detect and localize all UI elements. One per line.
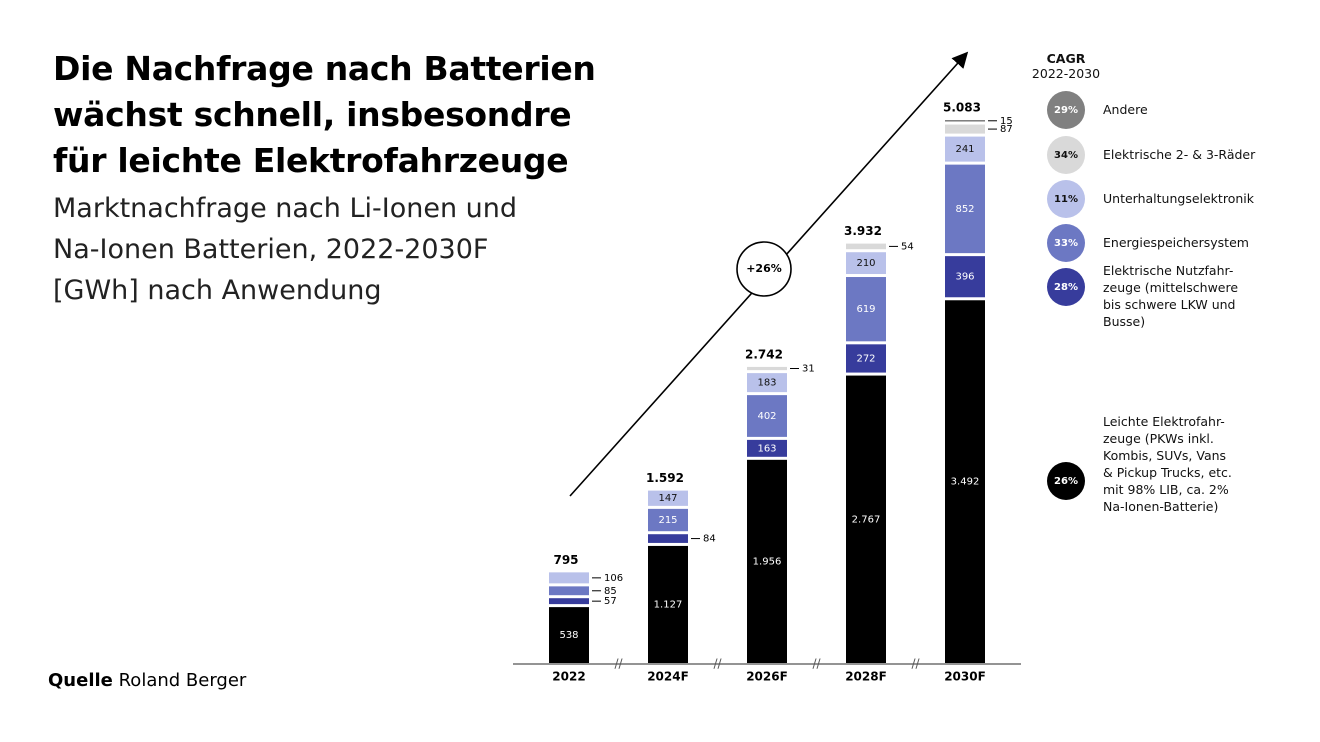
legend-cagr: 33% — [1054, 238, 1078, 249]
bar-segment — [549, 572, 589, 584]
data-label: 84 — [703, 534, 716, 545]
data-label: 15 — [1000, 116, 1013, 127]
legend-label: Elektrische 2- & 3-Räder — [1103, 147, 1256, 162]
bar-segment — [747, 439, 787, 457]
legend-cagr: 11% — [1054, 194, 1078, 205]
legend-swatch — [1047, 462, 1085, 500]
source: Quelle Roland Berger — [48, 670, 246, 691]
data-label: 241 — [955, 144, 974, 155]
axis-break: // — [614, 657, 623, 671]
data-label: 3.492 — [951, 477, 980, 488]
total-label: 795 — [553, 553, 578, 567]
bar-segment — [945, 136, 985, 162]
data-label: 1.127 — [654, 599, 683, 610]
legend-cagr: 34% — [1054, 150, 1078, 161]
total-label: 5.083 — [943, 101, 981, 115]
data-label: 852 — [955, 204, 974, 215]
bar-segment — [648, 545, 688, 663]
data-label: 31 — [802, 364, 815, 375]
bar-segment — [747, 459, 787, 663]
axis-break: // — [911, 657, 920, 671]
legend-cagr: 26% — [1054, 476, 1078, 487]
data-label: 106 — [604, 573, 623, 584]
bar-segment — [846, 243, 886, 250]
data-label: 619 — [856, 304, 875, 315]
x-tick-label: 2026F — [746, 670, 788, 684]
bar-segment — [846, 344, 886, 373]
legend-swatch — [1047, 91, 1085, 129]
data-label: 54 — [901, 241, 914, 252]
bar-segment — [549, 598, 589, 605]
legend-swatch — [1047, 224, 1085, 262]
data-label: 57 — [604, 596, 617, 607]
x-tick-label: 2024F — [647, 670, 689, 684]
x-tick-label: 2028F — [845, 670, 887, 684]
bar-segment — [747, 373, 787, 393]
x-tick-label: 2022 — [552, 670, 585, 684]
legend-title: CAGR — [1046, 51, 1086, 66]
legend-subtitle: 2022-2030 — [1031, 66, 1101, 81]
source-text: Roland Berger — [118, 670, 247, 691]
source-label: Quelle — [48, 670, 113, 691]
chart-subtitle: Marktnachfrage nach Li-Ionen und Na-Ione… — [53, 193, 518, 306]
bar-segment — [945, 300, 985, 663]
data-label: 2.767 — [852, 514, 881, 525]
legend-label: Andere — [1103, 102, 1148, 117]
annotation-circle — [736, 241, 792, 297]
legend-label: Elektrische Nutzfahr- zeuge (mittelschwe… — [1103, 263, 1239, 329]
data-label: 85 — [604, 586, 617, 597]
bar-segment — [945, 120, 985, 122]
bar-segment — [846, 375, 886, 663]
bar-segment — [549, 607, 589, 663]
data-label: 87 — [1000, 124, 1013, 135]
legend-cagr: 28% — [1054, 282, 1078, 293]
legend-label: Unterhaltungselektronik — [1103, 191, 1254, 206]
total-label: 3.932 — [844, 224, 882, 238]
data-label: 402 — [757, 411, 776, 422]
data-label: 396 — [955, 272, 974, 283]
bar-segment — [747, 395, 787, 437]
bar-segment — [945, 164, 985, 254]
bar-segment — [846, 277, 886, 342]
bar-segment — [747, 366, 787, 371]
bar-segment — [846, 252, 886, 275]
legend-swatch — [1047, 136, 1085, 174]
annotation: +26% — [746, 262, 782, 275]
bar-segment — [648, 490, 688, 506]
legend-label: Energiespeichersystem — [1103, 235, 1249, 250]
data-label: 215 — [658, 515, 677, 526]
data-label: 210 — [856, 258, 875, 269]
bar-segment — [549, 586, 589, 596]
total-label: 1.592 — [646, 471, 684, 485]
data-label: 183 — [757, 378, 776, 389]
data-label: 272 — [856, 353, 875, 364]
legend-swatch — [1047, 180, 1085, 218]
data-label: 538 — [559, 630, 578, 641]
axis-break: // — [713, 657, 722, 671]
legend-swatch — [1047, 268, 1085, 306]
data-label: 1.956 — [753, 556, 782, 567]
bar-segment — [945, 124, 985, 134]
chart-title: Die Nachfrage nach Batterien wächst schn… — [53, 49, 596, 180]
legend-cagr: 29% — [1054, 105, 1078, 116]
data-label: 147 — [658, 493, 677, 504]
x-tick-label: 2030F — [944, 670, 986, 684]
legend-label: Leichte Elektrofahr- zeuge (PKWs inkl. K… — [1103, 414, 1232, 514]
bar-segment — [648, 508, 688, 532]
axis-break: // — [812, 657, 821, 671]
bar-segment — [945, 256, 985, 298]
total-label: 2.742 — [745, 347, 783, 361]
bar-segment — [648, 534, 688, 543]
data-label: 163 — [757, 443, 776, 454]
